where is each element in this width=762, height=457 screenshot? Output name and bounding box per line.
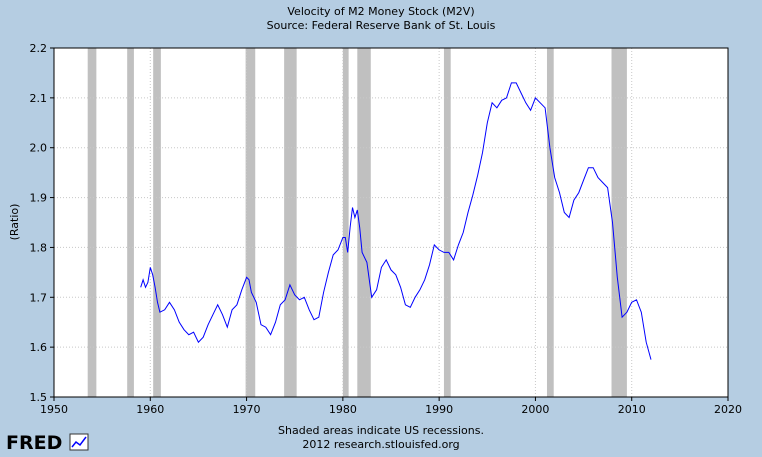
fred-logo-line-icon — [71, 436, 87, 448]
fred-logo: FRED — [6, 432, 89, 454]
y-tick-label-3: 1.8 — [30, 241, 48, 254]
x-tick-label-6: 2010 — [618, 403, 646, 416]
recession-band-6 — [357, 48, 371, 397]
recession-note: Shaded areas indicate US recessions. — [278, 424, 484, 437]
y-tick-label-0: 1.5 — [30, 391, 48, 404]
fred-logo-chart-icon — [69, 433, 89, 451]
y-tick-label-2: 1.7 — [30, 291, 48, 304]
y-tick-label-7: 2.2 — [30, 42, 48, 55]
recession-band-0 — [87, 48, 97, 397]
chart-title: Velocity of M2 Money Stock (M2V) — [287, 5, 474, 18]
recession-band-5 — [342, 48, 349, 397]
y-tick-label-5: 2.0 — [30, 142, 48, 155]
credit-line: 2012 research.stlouisfed.org — [302, 438, 459, 451]
y-tick-label-4: 1.9 — [30, 192, 48, 205]
x-tick-label-3: 1980 — [329, 403, 357, 416]
plot-frame — [53, 47, 729, 398]
y-tick-label-1: 1.6 — [30, 341, 48, 354]
series-line-0 — [140, 82, 652, 360]
recession-band-1 — [127, 48, 134, 397]
recession-bands — [87, 48, 627, 397]
series-lines — [140, 82, 652, 360]
x-axis: 1950 1960 1970 1980 1990 2000 2010 2020 — [40, 397, 742, 416]
chart-subtitle: Source: Federal Reserve Bank of St. Loui… — [267, 19, 496, 32]
recession-band-9 — [611, 48, 627, 397]
recession-band-8 — [546, 48, 554, 397]
y-axis-label: (Ratio) — [8, 204, 21, 241]
x-tick-label-2: 1970 — [233, 403, 261, 416]
fred-logo-text: FRED — [6, 432, 62, 454]
x-tick-label-1: 1960 — [136, 403, 164, 416]
x-tick-label-4: 1990 — [425, 403, 453, 416]
recession-band-4 — [284, 48, 297, 397]
recession-band-2 — [153, 48, 161, 397]
recession-band-3 — [245, 48, 256, 397]
y-axis: 1.5 1.6 1.7 1.8 1.9 2.0 2.1 2.2 — [30, 42, 54, 404]
y-tick-label-6: 2.1 — [30, 92, 48, 105]
recession-band-7 — [443, 48, 451, 397]
x-tick-label-7: 2020 — [714, 403, 742, 416]
x-tick-label-5: 2000 — [521, 403, 549, 416]
x-tick-label-0: 1950 — [40, 403, 68, 416]
